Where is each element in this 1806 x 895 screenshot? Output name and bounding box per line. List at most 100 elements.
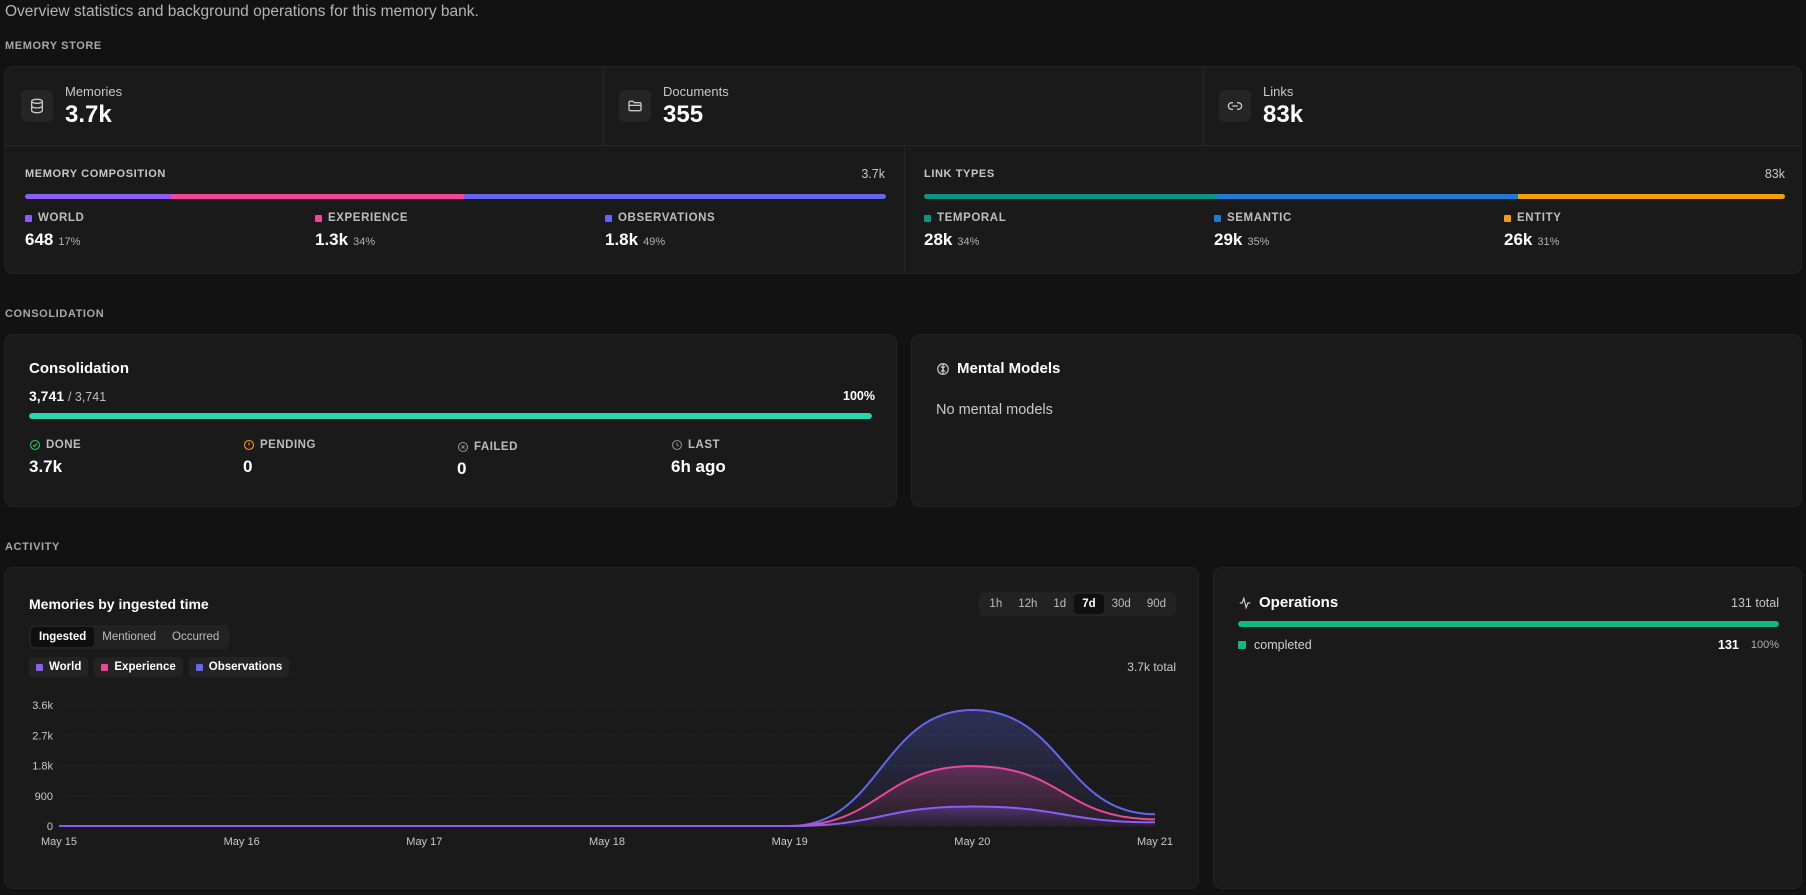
- legend-entity: ENTITY 26k 31%: [1504, 212, 1562, 250]
- tab-occurred[interactable]: Occurred: [172, 631, 220, 643]
- operation-status-pct: 100%: [1750, 639, 1779, 651]
- clock-icon: [671, 439, 683, 451]
- legend-pct: 34%: [957, 236, 980, 248]
- composition-segment-observations: [464, 194, 886, 199]
- consolidation-percent: 100%: [843, 389, 875, 403]
- observations-swatch: [195, 663, 203, 671]
- time-range-selector: 1h 12h 1d 7d 30d 90d: [979, 592, 1176, 616]
- stat-label: PENDING: [260, 439, 316, 451]
- operations-total: 131 total: [1731, 596, 1779, 610]
- consolidation-progress-track: [29, 413, 872, 419]
- stat-label: DONE: [46, 439, 82, 451]
- stat-value: 0: [457, 459, 467, 478]
- legend-label: EXPERIENCE: [328, 212, 409, 224]
- mental-models-header: Mental Models: [936, 360, 1060, 377]
- legend-pct: 49%: [643, 236, 666, 248]
- stat-documents: Documents 355: [603, 67, 1203, 145]
- consolidation-progress-fill: [29, 413, 872, 419]
- operations-progress-fill: [1238, 621, 1779, 627]
- tab-ingested[interactable]: Ingested: [31, 627, 95, 647]
- range-12h[interactable]: 12h: [1018, 598, 1038, 610]
- stat-label: FAILED: [474, 441, 518, 453]
- consolidation-total-count: / 3,741: [67, 390, 107, 404]
- composition-segment-experience: [171, 194, 465, 199]
- experience-swatch: [315, 214, 322, 222]
- legend-temporal: TEMPORAL 28k 34%: [924, 212, 1006, 250]
- x-circle-icon: [457, 441, 469, 453]
- legend-pct: 31%: [1537, 236, 1560, 248]
- operation-status-count: 131: [1718, 638, 1739, 652]
- x-tick-label: May 16: [224, 836, 260, 848]
- operations-header: Operations: [1238, 594, 1338, 611]
- consolidation-done-count: 3,741: [29, 388, 65, 404]
- section-label-memory-store: MEMORY STORE: [5, 40, 102, 52]
- x-tick-label: May 19: [772, 836, 808, 848]
- activity-area-chart: 0 900 1.8k 2.7k 3.6k May 15 May 16 May 17 May 18…: [32, 700, 1173, 848]
- stat-value: 83k: [1263, 100, 1304, 128]
- divider: [5, 145, 1801, 146]
- divider: [1203, 67, 1204, 145]
- series-line-world: [59, 805, 1156, 827]
- legend-chip-label: Observations: [208, 661, 283, 673]
- mental-models-title: Mental Models: [957, 360, 1061, 377]
- tab-mentioned[interactable]: Mentioned: [102, 631, 157, 643]
- legend-value: 648: [25, 230, 54, 249]
- link-type-segment-entity: [1518, 194, 1785, 199]
- consolidation-stat-done: DONE 3.7k: [29, 439, 81, 477]
- y-tick-label: 0: [47, 821, 53, 833]
- experience-swatch: [101, 663, 109, 671]
- legend-label: SEMANTIC: [1227, 212, 1292, 224]
- y-tick-label: 1.8k: [32, 761, 53, 773]
- time-mode-tabs: Ingested Mentioned Occurred: [29, 625, 230, 649]
- operations-title: Operations: [1259, 594, 1339, 611]
- divider: [603, 67, 604, 145]
- stat-label: Memories: [65, 83, 123, 99]
- activity-chart-card: Memories by ingested time 1h 12h 1d 7d 3…: [4, 567, 1199, 889]
- stat-value: 355: [663, 100, 704, 128]
- memory-store-card: Memories 3.7k Documents 355 Links 83k ME…: [4, 66, 1802, 274]
- link-icon: [1219, 90, 1251, 122]
- stat-label: LAST: [688, 439, 721, 451]
- link-type-segment-semantic: [1216, 194, 1519, 199]
- consolidation-card: Consolidation 3,741 / 3,741 100% DONE 3.…: [4, 334, 897, 507]
- range-1h[interactable]: 1h: [989, 598, 1003, 610]
- legend-chip-label: World: [49, 661, 82, 673]
- y-tick-label: 3.6k: [32, 700, 53, 712]
- range-1d[interactable]: 1d: [1053, 598, 1067, 610]
- x-tick-label: May 21: [1137, 836, 1173, 848]
- database-icon: [21, 90, 53, 122]
- legend-value: 28k: [924, 230, 953, 249]
- legend-label: ENTITY: [1517, 212, 1562, 224]
- legend-label: TEMPORAL: [937, 212, 1007, 224]
- y-tick-label: 2.7k: [32, 730, 53, 742]
- range-90d[interactable]: 90d: [1146, 598, 1166, 610]
- link-type-segment-temporal: [924, 194, 1217, 199]
- legend-value: 26k: [1504, 230, 1533, 249]
- x-tick-label: May 15: [41, 836, 77, 848]
- world-swatch: [25, 214, 32, 222]
- y-tick-label: 900: [35, 791, 53, 803]
- legend-world: WORLD 648 17%: [25, 212, 84, 250]
- chart-legend: World Experience Observations: [29, 657, 295, 677]
- legend-chip-world[interactable]: World: [29, 657, 89, 677]
- range-7d[interactable]: 7d: [1074, 594, 1104, 614]
- stat-label: Documents: [663, 83, 729, 99]
- chart-total: 3.7k total: [1127, 660, 1176, 674]
- legend-pct: 34%: [353, 236, 376, 248]
- memory-composition-bar: [25, 194, 886, 199]
- status-swatch: [1238, 641, 1246, 649]
- divider: [904, 145, 905, 273]
- consolidation-stat-last: LAST 6h ago: [671, 439, 726, 477]
- legend-label: OBSERVATIONS: [618, 212, 716, 224]
- mental-models-empty: No mental models: [936, 402, 1053, 418]
- legend-chip-observations[interactable]: Observations: [188, 657, 290, 677]
- stat-value: 3.7k: [65, 100, 112, 128]
- range-30d[interactable]: 30d: [1111, 598, 1131, 610]
- series-area-experience: [59, 766, 1155, 826]
- section-label-activity: ACTIVITY: [5, 541, 60, 553]
- page-subtitle: Overview statistics and background opera…: [5, 3, 479, 20]
- temporal-swatch: [924, 214, 931, 222]
- legend-chip-experience[interactable]: Experience: [94, 657, 183, 677]
- observations-swatch: [605, 214, 612, 222]
- semantic-swatch: [1214, 214, 1221, 222]
